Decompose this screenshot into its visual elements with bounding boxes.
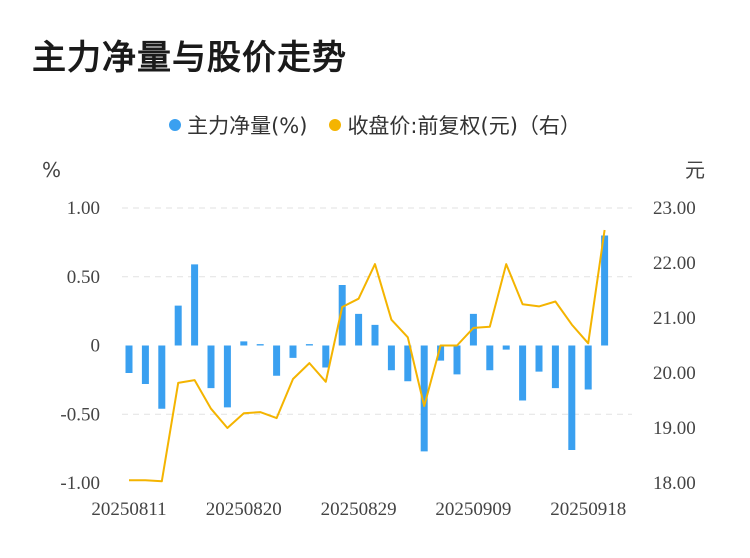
bar-main-net [519, 345, 527, 401]
bar-main-net [289, 345, 297, 358]
y-right-tick-label: 20.00 [653, 363, 696, 384]
bar-main-net [256, 344, 264, 346]
bar-main-net [502, 345, 510, 350]
legend-item-close-price[interactable]: 收盘价:前复权(元)（右） [329, 110, 581, 140]
y-right-tick-label: 18.00 [653, 473, 696, 494]
bar-main-net [322, 345, 330, 368]
y-left-tick-label: 1.00 [67, 198, 100, 219]
bar-main-net [601, 235, 609, 346]
line-series [129, 229, 606, 483]
chart-title: 主力净量与股价走势 [32, 38, 347, 78]
y-left-tick-label: 0 [91, 336, 101, 357]
bar-main-net [420, 345, 428, 452]
legend-label-main-net: 主力净量(%) [187, 114, 308, 138]
x-tick-label: 20250909 [435, 499, 511, 520]
y-right-tick-label: 21.00 [653, 308, 696, 329]
bar-series [125, 235, 609, 452]
bar-main-net [338, 285, 346, 346]
bar-main-net [469, 313, 477, 346]
y-left-tick-label: -1.00 [60, 473, 100, 494]
x-tick-label: 20250829 [321, 499, 397, 520]
bar-main-net [305, 344, 313, 346]
bar-main-net [273, 345, 281, 376]
bar-main-net [158, 345, 166, 409]
axis-labels: 1.00 0.50 0 -0.50 -1.00 23.00 22.00 21.00 20.00 1… [42, 158, 705, 520]
x-tick-label: 20250820 [206, 499, 282, 520]
bar-main-net [240, 341, 248, 346]
y-left-unit: % [42, 158, 61, 182]
legend-item-main-net[interactable]: 主力净量(%) [169, 110, 307, 140]
bar-main-net [568, 345, 576, 450]
legend-label-close-price: 收盘价:前复权(元)（右） [347, 114, 581, 138]
bar-main-net [125, 345, 133, 373]
y-left-tick-label: 0.50 [67, 267, 100, 288]
x-tick-label: 20250918 [550, 499, 626, 520]
bar-main-net [387, 345, 395, 371]
legend-dot-bar-icon [169, 119, 182, 131]
y-right-tick-label: 19.00 [653, 418, 696, 439]
bar-main-net [551, 345, 559, 389]
bar-main-net [207, 345, 215, 389]
chart-legend: 主力净量(%) 收盘价:前复权(元)（右） [0, 110, 750, 140]
y-right-unit: 元 [685, 158, 705, 182]
bar-main-net [535, 345, 543, 372]
line-close-price [129, 229, 606, 483]
bar-main-net [191, 264, 199, 346]
bar-main-net [404, 345, 412, 382]
bar-main-net [371, 324, 379, 346]
bar-main-net [355, 313, 363, 346]
y-right-tick-label: 23.00 [653, 198, 696, 219]
bar-main-net [437, 345, 445, 361]
y-left-tick-label: -0.50 [60, 404, 100, 425]
bar-main-net [486, 345, 494, 371]
bar-main-net [141, 345, 149, 384]
bar-main-net [453, 345, 461, 375]
bar-main-net [223, 345, 231, 408]
x-tick-label: 20250811 [91, 499, 166, 520]
grid-lines [122, 207, 632, 415]
bar-main-net [174, 305, 182, 346]
legend-dot-line-icon [329, 119, 342, 131]
bar-main-net [584, 345, 592, 390]
y-right-tick-label: 22.00 [653, 253, 696, 274]
